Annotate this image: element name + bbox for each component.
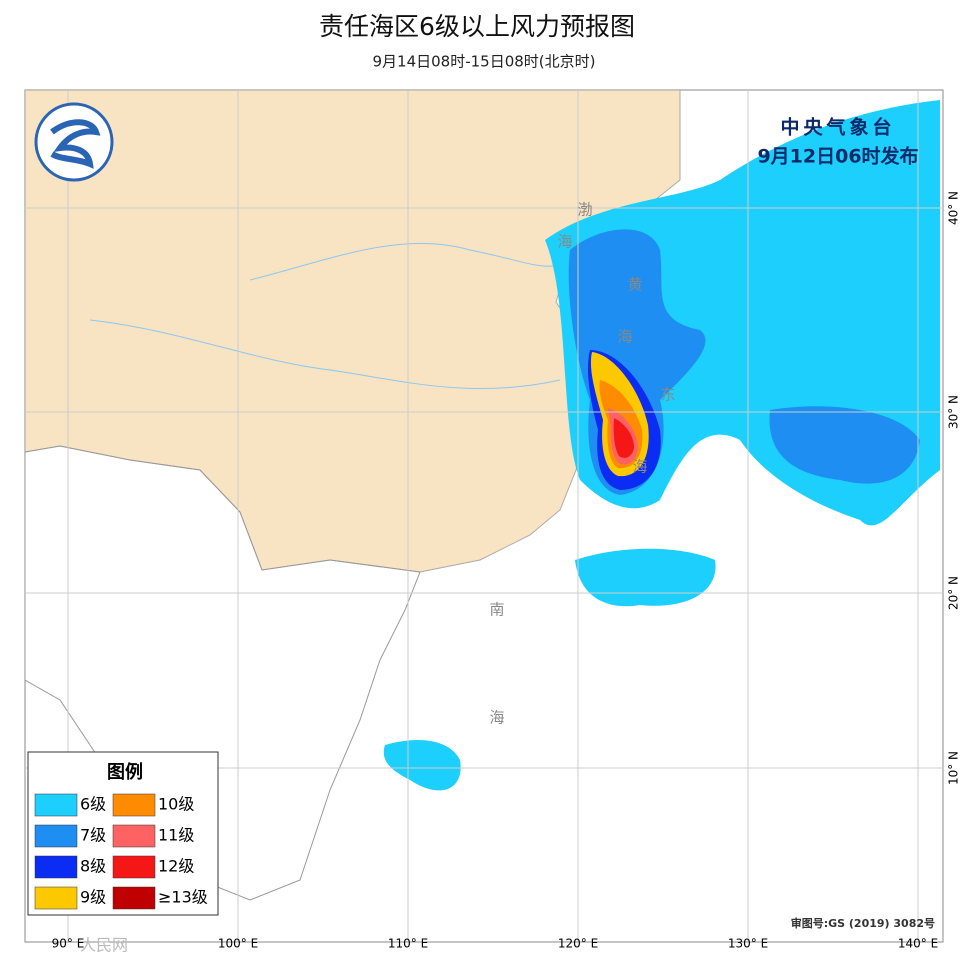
- title: 责任海区6级以上风力预报图: [319, 12, 635, 41]
- legend: 图例 6级 7级 8级 9级 10级 11级 12级 ≥13级: [27, 751, 219, 916]
- wind-zone: [769, 406, 920, 484]
- sea-label: 海: [632, 458, 647, 476]
- indochina-outline: [25, 445, 421, 901]
- sea-label: 黄: [627, 276, 642, 294]
- wind-zone: [575, 548, 716, 607]
- wind-zone: [383, 740, 461, 791]
- legend-title: 图例: [107, 761, 143, 783]
- sea-label: 渤: [577, 201, 592, 219]
- issuer-agency: 中央气象台: [780, 116, 895, 139]
- legend-swatch: [112, 855, 156, 879]
- legend-swatch: [34, 855, 78, 879]
- legend-label: 6级: [80, 795, 106, 814]
- issuer-time: 9月12日06时发布: [757, 145, 918, 168]
- longitude-label: 110° E: [388, 937, 428, 951]
- subtitle: 9月14日08时-15日08时(北京时): [372, 53, 595, 71]
- sea-label: 海: [557, 233, 572, 251]
- longitude-label: 130° E: [728, 937, 768, 951]
- legend-swatch: [112, 824, 156, 848]
- latitude-label: 30° N: [947, 395, 961, 429]
- legend-swatch: [34, 793, 78, 817]
- sea-label: 海: [617, 328, 632, 346]
- watermark: 人民网: [80, 936, 128, 955]
- sea-label: 南: [489, 601, 504, 619]
- legend-label: ≥13级: [158, 888, 208, 907]
- legend-label: 9级: [80, 888, 106, 907]
- legend-label: 8级: [80, 857, 106, 876]
- latitude-label: 20° N: [947, 576, 961, 610]
- approval-number: 审图号:GS (2019) 3082号: [791, 916, 935, 930]
- longitude-label: 120° E: [558, 937, 598, 951]
- logo: [34, 102, 114, 182]
- legend-swatch: [34, 886, 78, 910]
- longitude-label: 90° E: [52, 937, 85, 951]
- legend-label: 7级: [80, 826, 106, 845]
- wind-zone: [613, 418, 634, 458]
- legend-swatch: [112, 886, 156, 910]
- sea-label: 东: [660, 386, 675, 404]
- longitude-label: 100° E: [218, 937, 258, 951]
- legend-label: 12级: [158, 857, 194, 876]
- rivers: [89, 242, 561, 390]
- wind-zones: [383, 100, 940, 791]
- legend-swatch: [112, 793, 156, 817]
- sea-label: 海: [489, 709, 504, 727]
- axis-labels: 90° E 100° E 110° E 120° E 130° E 140° E 40° N…: [52, 191, 961, 951]
- latitude-label: 10° N: [947, 751, 961, 785]
- legend-label: 10级: [158, 795, 194, 814]
- legend-label: 11级: [158, 826, 194, 845]
- latitude-label: 40° N: [947, 191, 961, 225]
- longitude-label: 140° E: [898, 937, 938, 951]
- legend-swatch: [34, 824, 78, 848]
- graticule: [25, 90, 943, 942]
